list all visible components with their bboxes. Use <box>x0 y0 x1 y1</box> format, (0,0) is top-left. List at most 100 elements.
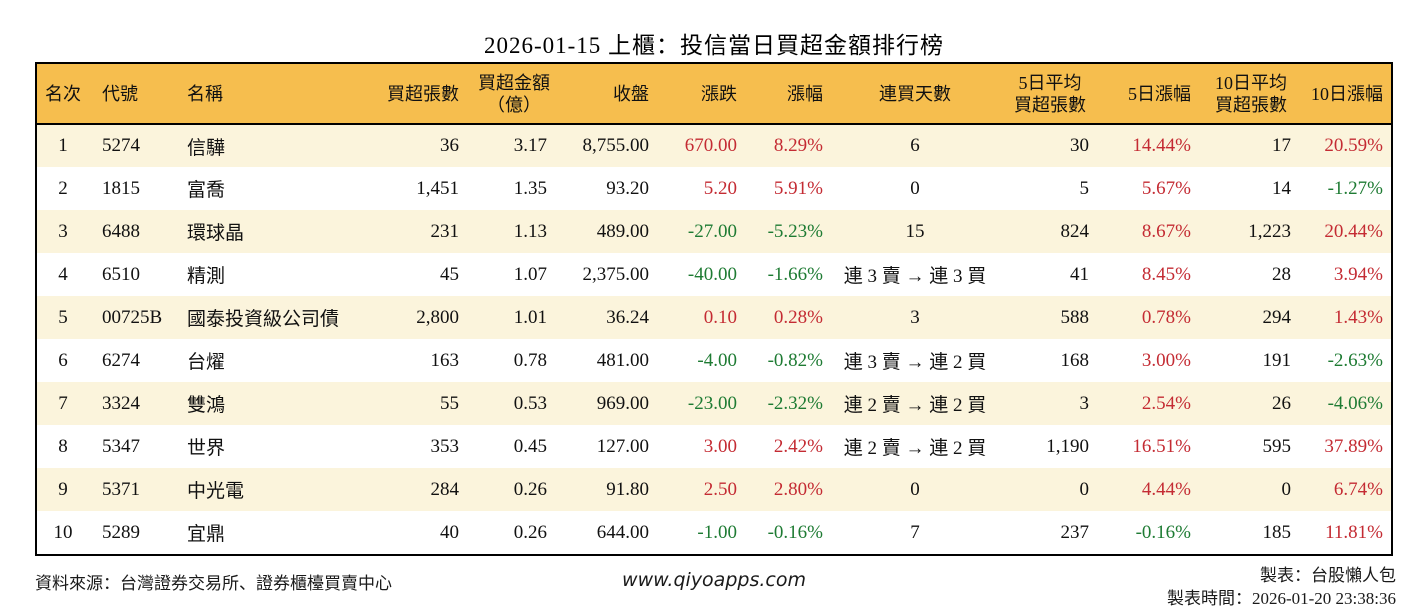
cell-avg10: 191 <box>1262 349 1292 371</box>
cell-streak: 0 <box>910 177 920 199</box>
cell-avg5: 168 <box>1060 349 1090 371</box>
cell-volume: 55 <box>440 392 459 414</box>
cell-amount: 0.26 <box>513 478 547 500</box>
cell-avg10: 26 <box>1272 392 1291 414</box>
cell-close: 969.00 <box>596 392 649 414</box>
cell-avg5: 0 <box>1079 478 1090 500</box>
table-body: 1 5274 信驊 36 3.17 8,755.00 670.00 8.29% 6 30 14.44… <box>37 124 1391 554</box>
cell-amount: 3.17 <box>513 135 547 156</box>
table-row: 2 1815 富喬 1,451 1.35 93.20 5.20 5.91% 0 5 5.67% 14 -… <box>37 167 1391 210</box>
cell-amount: 0.78 <box>513 349 547 371</box>
column-header-volume: 買超張數 <box>347 64 469 125</box>
cell-volume: 353 <box>430 435 460 457</box>
cell-change: 670.00 <box>684 135 737 156</box>
cell-pct5: 0.78% <box>1141 306 1191 328</box>
cell-streak: 0 <box>910 478 920 500</box>
cell-avg10: 294 <box>1262 306 1292 328</box>
cell-pct5: 5.67% <box>1141 177 1191 199</box>
cell-change_pct: 5.91% <box>773 177 823 199</box>
cell-avg5: 41 <box>1070 263 1089 285</box>
cell-name: 精測 <box>187 266 226 287</box>
table-row: 1 5274 信驊 36 3.17 8,755.00 670.00 8.29% 6 30 14.44… <box>37 124 1391 167</box>
cell-close: 2,375.00 <box>582 263 650 285</box>
cell-change_pct: -0.82% <box>767 349 823 371</box>
column-header-streak: 連買天數 <box>831 64 999 125</box>
table-row: 9 5371 中光電 284 0.26 91.80 2.50 2.80% 0 0 4.44% 0 6.7… <box>37 468 1391 511</box>
cell-pct5: 16.51% <box>1132 435 1191 457</box>
cell-change: -23.00 <box>687 392 737 414</box>
cell-code: 5289 <box>102 521 140 543</box>
cell-name: 台燿 <box>187 352 226 373</box>
cell-change: 5.20 <box>703 177 737 199</box>
cell-pct5: 4.44% <box>1141 478 1191 500</box>
cell-amount: 0.53 <box>513 392 547 414</box>
column-header-amount: 買超金額 （億） <box>469 64 559 125</box>
cell-change_pct: 0.28% <box>773 306 823 328</box>
cell-avg5: 1,190 <box>1046 435 1089 457</box>
cell-name: 雙鴻 <box>187 395 226 416</box>
column-header-name: 名稱 <box>173 64 347 125</box>
cell-avg10: 14 <box>1272 177 1291 199</box>
table-row: 5 00725B 國泰投資級公司債 2,800 1.01 36.24 0.10 0.28% 3 5… <box>37 296 1391 339</box>
column-header-pct5: 5日漲幅 <box>1101 64 1201 125</box>
ranking-table: 名次 代號 名稱 買超張數 買超金額 （億） 收盤 漲跌 漲幅 連買天數 5日平均 買超張數 5日漲幅 1… <box>35 62 1393 556</box>
cell-pct10: 20.44% <box>1324 220 1383 242</box>
cell-streak: 連 2 賣 → 連 2 買 <box>843 395 987 416</box>
cell-avg5: 3 <box>1079 392 1090 414</box>
cell-avg5: 824 <box>1060 220 1090 242</box>
column-header-change: 漲跌 <box>659 64 745 125</box>
cell-pct5: 8.45% <box>1141 263 1191 285</box>
cell-rank: 8 <box>58 435 68 457</box>
cell-pct10: 6.74% <box>1333 478 1383 500</box>
cell-avg5: 30 <box>1070 135 1089 156</box>
column-header-code: 代號 <box>89 64 173 125</box>
cell-change_pct: -5.23% <box>767 220 823 242</box>
cell-pct10: 11.81% <box>1325 521 1383 543</box>
cell-rank: 7 <box>58 392 68 414</box>
data-source-note: 資料來源：台灣證券交易所、證券櫃檯買賣中心 <box>35 574 392 593</box>
cell-pct10: 3.94% <box>1333 263 1383 285</box>
cell-change_pct: 2.80% <box>773 478 823 500</box>
ranking-table-grid: 名次 代號 名稱 買超張數 買超金額 （億） 收盤 漲跌 漲幅 連買天數 5日平均 買超張數 5日漲幅 1… <box>37 64 1391 554</box>
cell-name: 宜鼎 <box>187 524 226 545</box>
cell-close: 489.00 <box>596 220 649 242</box>
cell-volume: 1,451 <box>416 177 459 199</box>
cell-name: 富喬 <box>187 180 226 201</box>
cell-change_pct: 8.29% <box>773 135 823 156</box>
cell-change_pct: -0.16% <box>767 521 823 543</box>
cell-close: 93.20 <box>606 177 649 199</box>
cell-rank: 3 <box>58 220 68 242</box>
table-row: 8 5347 世界 353 0.45 127.00 3.00 2.42% 連 2 賣 → 連 2… <box>37 425 1391 468</box>
cell-code: 6510 <box>102 263 140 285</box>
cell-pct5: 14.44% <box>1132 135 1191 156</box>
table-row: 3 6488 環球晶 231 1.13 489.00 -27.00 -5.23% 15 824 8.… <box>37 210 1391 253</box>
table-header-row: 名次 代號 名稱 買超張數 買超金額 （億） 收盤 漲跌 漲幅 連買天數 5日平均 買超張數 5日漲幅 1… <box>37 64 1391 125</box>
cell-streak: 連 3 賣 → 連 3 買 <box>843 266 987 287</box>
cell-avg10: 595 <box>1262 435 1292 457</box>
cell-change_pct: -1.66% <box>767 263 823 285</box>
column-header-avg5: 5日平均 買超張數 <box>999 64 1101 125</box>
cell-avg10: 17 <box>1272 135 1291 156</box>
cell-amount: 1.01 <box>513 306 547 328</box>
cell-change: -1.00 <box>697 521 737 543</box>
cell-change: 2.50 <box>703 478 737 500</box>
cell-code: 5274 <box>102 135 140 156</box>
cell-amount: 0.26 <box>513 521 547 543</box>
cell-streak: 3 <box>910 306 920 328</box>
cell-rank: 4 <box>58 263 68 285</box>
cell-streak: 7 <box>910 521 920 543</box>
cell-close: 8,755.00 <box>582 135 650 156</box>
column-header-change_pct: 漲幅 <box>745 64 831 125</box>
cell-volume: 163 <box>430 349 460 371</box>
made-time-text: 製表時間：2026-01-20 23:38:36 <box>1166 589 1396 608</box>
column-header-close: 收盤 <box>559 64 659 125</box>
cell-avg5: 5 <box>1079 177 1090 199</box>
cell-pct10: -1.27% <box>1327 177 1383 199</box>
cell-code: 1815 <box>102 177 140 199</box>
cell-pct5: 2.54% <box>1141 392 1191 414</box>
cell-code: 6274 <box>102 349 140 371</box>
cell-volume: 231 <box>430 220 460 242</box>
cell-code: 6488 <box>102 220 140 242</box>
cell-code: 3324 <box>102 392 140 414</box>
cell-pct10: -2.63% <box>1327 349 1383 371</box>
